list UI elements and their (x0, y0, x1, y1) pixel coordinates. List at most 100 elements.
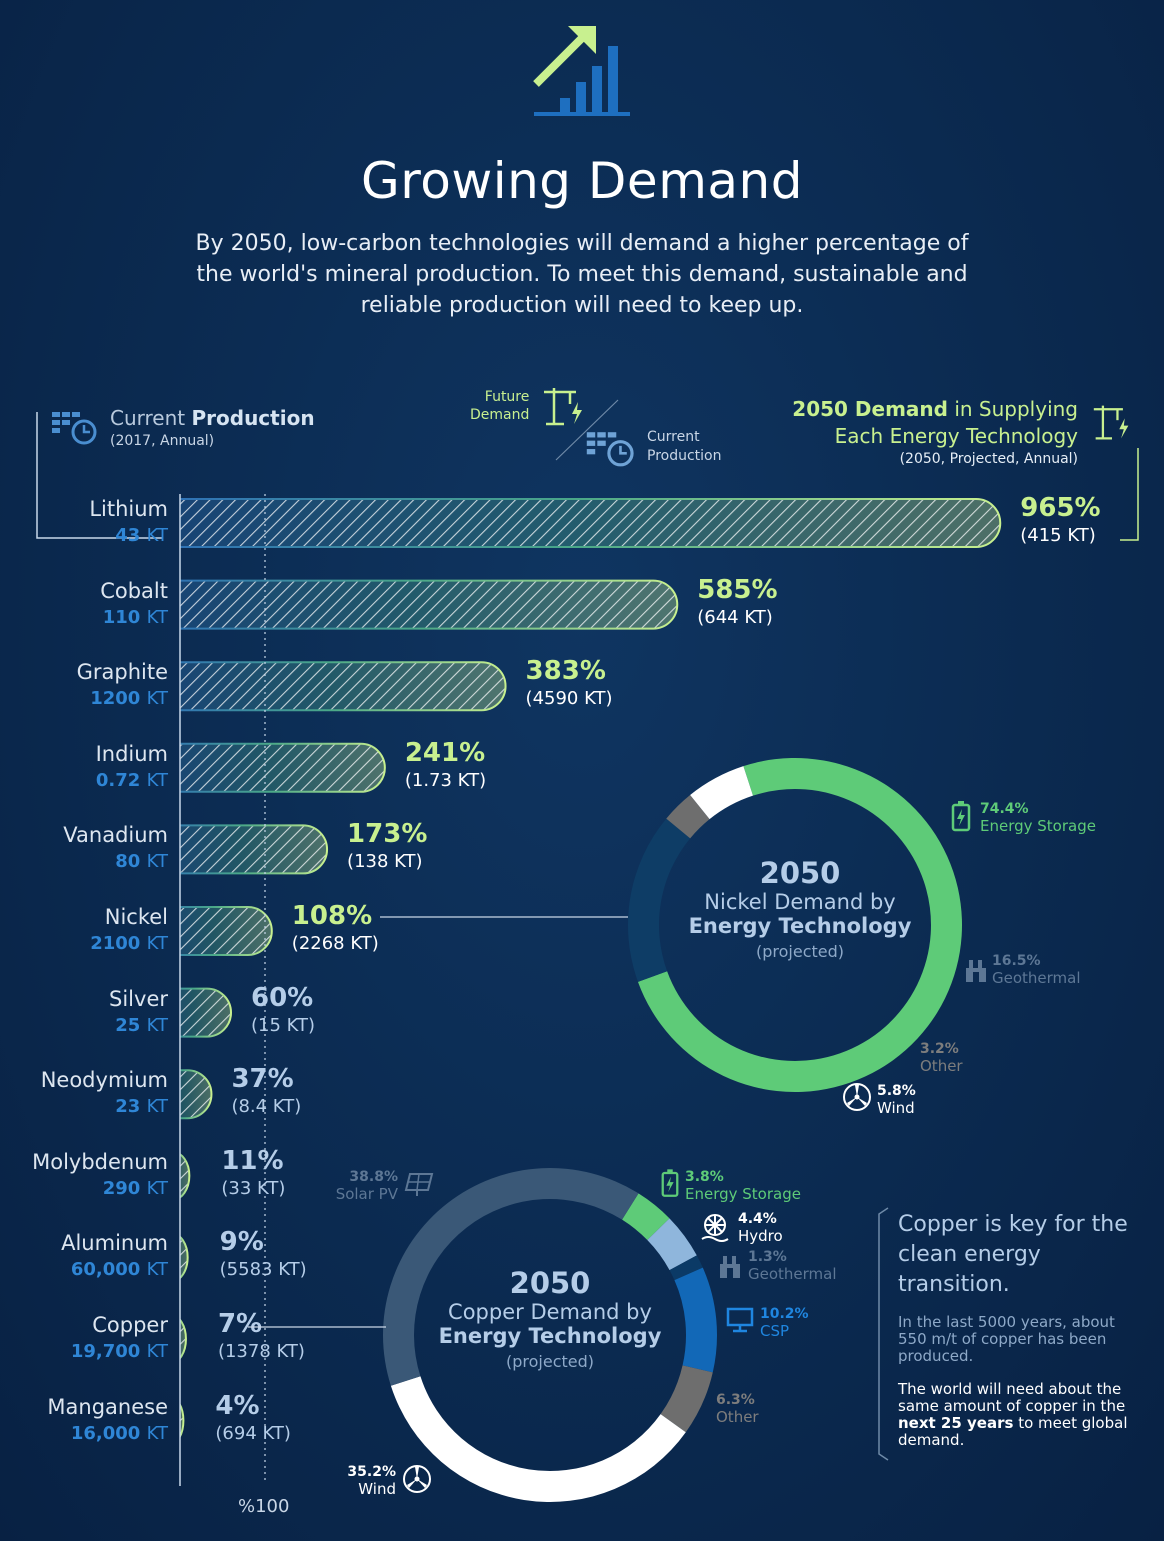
battery-icon (951, 801, 971, 832)
demand-pct-label: 11% (221, 1145, 284, 1176)
mineral-name: Molybdenum (32, 1149, 168, 1174)
demand-kt-label: (138 KT) (347, 851, 423, 873)
copper-note-p2: The world will need about the same amoun… (898, 1380, 1128, 1449)
demand-kt-label: (8.4 KT) (231, 1096, 302, 1118)
bar-hatch (180, 662, 506, 711)
demand-kt-label: (4590 KT) (525, 688, 613, 710)
mineral-name: Manganese (47, 1394, 168, 1419)
slice-other (666, 795, 710, 839)
demand-pct-label: 9% (219, 1227, 264, 1258)
legend-demand-bold: 2050 Demand (792, 397, 948, 421)
copper-donut-chart (382, 1168, 718, 1502)
slice-hydro (647, 1218, 697, 1271)
mineral-name: Indium (95, 741, 168, 766)
demand-pct-label: 7% (217, 1309, 263, 1339)
bar-lithium (180, 498, 1002, 548)
legend-bracket-right (1120, 448, 1139, 541)
note-bracket (878, 1207, 889, 1461)
demand-kt-label: (1.73 KT) (404, 769, 487, 791)
demand-pct-label: 60% (251, 982, 314, 1013)
current-production: 0.72 KT (95, 769, 168, 791)
copper-center-line2: Energy Technology (438, 1324, 662, 1348)
nickel-donut-chart (628, 758, 962, 1092)
legend-demand-line2: Each Energy Technology (834, 424, 1078, 448)
bar-hatch (180, 907, 272, 955)
bar-copper (180, 1318, 187, 1360)
reference-line-label: %100 (238, 1496, 290, 1517)
mineral-name: Nickel (104, 905, 168, 929)
bar-outline (180, 1153, 191, 1199)
bar-aluminum (180, 1235, 189, 1280)
nickel-label-energy-storage: 74.4% Energy Storage (980, 801, 1096, 835)
bar-outline (180, 1235, 189, 1280)
legend-current-pre: Current (110, 406, 192, 430)
current-production: 80 KT (115, 851, 168, 873)
nickel-donut-center: 2050 Nickel Demand by Energy Technology … (670, 856, 930, 961)
page-subtitle: By 2050, low-carbon technologies will de… (195, 231, 969, 318)
current-production: 290 KT (102, 1177, 168, 1199)
bar-outline (180, 742, 386, 793)
factory-clock-icon (52, 412, 97, 445)
slice-energy-storage (622, 1193, 670, 1240)
bar-hatch (180, 1070, 212, 1119)
crane-lightning-icon (1093, 405, 1129, 440)
demand-kt-label: (15 KT) (251, 1014, 316, 1036)
demand-kt-label: (644 KT) (697, 606, 773, 628)
demand-pct-label: 4% (215, 1390, 260, 1421)
mineral-name: Copper (92, 1313, 168, 1337)
copper-connector-line (248, 1326, 386, 1328)
nickel-center-year: 2050 (759, 856, 841, 890)
nickel-label-wind: 5.8% Wind (877, 1083, 916, 1117)
copper-note: Copper is key for the clean energy trans… (898, 1210, 1148, 1449)
legend-current-bold: Production (191, 406, 315, 430)
current-production: 23 KT (115, 1096, 168, 1118)
mineral-name: Silver (109, 986, 168, 1011)
current-production: 2100 KT (90, 933, 168, 954)
legend-demand-sub: (2050, Projected, Annual) (899, 451, 1078, 467)
battery-icon (661, 1169, 679, 1197)
current-production: 60,000 KT (70, 1259, 168, 1281)
nickel-center-line2: Energy Technology (688, 914, 912, 938)
wind-turbine-icon (843, 1083, 871, 1111)
bar-outline (180, 906, 273, 956)
hydro-wheel-icon (701, 1214, 729, 1242)
copper-donut-center: 2050 Copper Demand by Energy Technology … (420, 1266, 680, 1371)
current-production: 1200 KT (90, 688, 168, 710)
slice-geothermal (669, 1255, 703, 1281)
bar-neodymium (180, 1069, 213, 1120)
demand-kt-label: (2268 KT) (291, 933, 379, 954)
bar-outline (180, 579, 679, 630)
legend-current-sub: (2017, Annual) (110, 433, 215, 449)
mineral-name: Neodymium (40, 1068, 168, 1093)
mineral-name: Lithium (89, 497, 168, 521)
mineral-name: Graphite (76, 660, 168, 685)
solar-panel-icon (404, 1173, 434, 1196)
bar-manganese (180, 1402, 185, 1439)
bar-hatch (180, 988, 231, 1037)
current-production: 110 KT (102, 606, 168, 628)
bar-hatch (180, 743, 385, 792)
nickel-label-geothermal: 16.5% Geothermal (992, 953, 1081, 987)
slice-other (660, 1365, 713, 1433)
mineral-demand-bar-chart (179, 494, 1002, 1486)
current-production: 16,000 KT (70, 1422, 168, 1444)
csp-panel-icon (726, 1307, 754, 1333)
demand-kt-label: (33 KT) (221, 1177, 286, 1199)
wind-turbine-icon (403, 1465, 431, 1493)
demand-kt-label: (694 KT) (215, 1422, 291, 1444)
demand-pct-label: 108% (291, 901, 373, 931)
bar-outline (180, 498, 1002, 548)
bar-indium (180, 742, 386, 793)
copper-label-hydro: 4.4% Hydro (738, 1211, 783, 1245)
copper-label-csp: 10.2% CSP (760, 1306, 809, 1340)
copper-label-geothermal: 1.3% Geothermal (748, 1249, 837, 1283)
demand-kt-label: (1378 KT) (217, 1341, 305, 1362)
geothermal-plant-icon (720, 1256, 740, 1278)
demand-pct-label: 383% (525, 656, 606, 687)
slice-csp (674, 1267, 718, 1373)
copper-center-line1: Copper Demand by (448, 1300, 652, 1324)
copper-label-solar-pv: 38.8% Solar PV (335, 1169, 398, 1203)
copper-note-headline: Copper is key for the clean energy trans… (898, 1212, 1128, 1297)
legend-current: Current Production (110, 406, 315, 430)
slice-geothermal (628, 818, 691, 982)
